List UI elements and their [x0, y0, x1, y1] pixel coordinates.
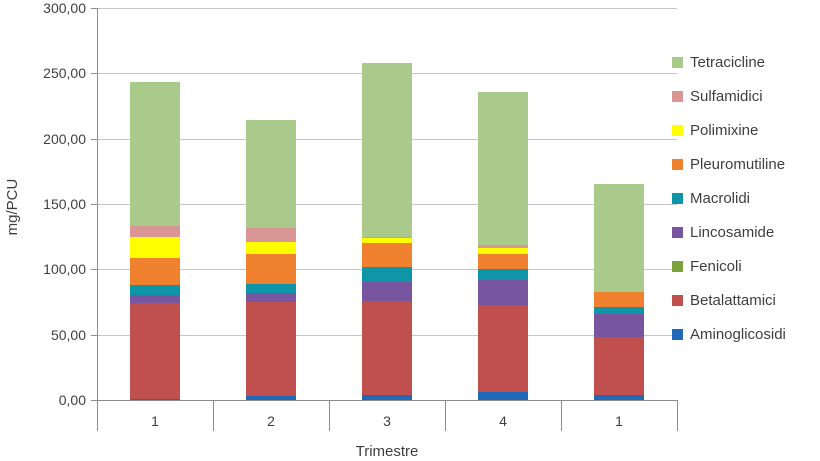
x-axis-title: Trimestre [355, 443, 419, 460]
x-tick-separator [561, 400, 562, 431]
legend-swatch-icon [672, 124, 683, 136]
x-category-label: 4 [499, 413, 507, 429]
bar-seg-cat2-polimixine [246, 241, 296, 254]
bar-seg-cat3-lincosamide [362, 282, 412, 301]
legend-item-pleuromutiline: Pleuromutiline [672, 147, 820, 181]
bar-seg-cat4-sulfamidici [478, 244, 528, 249]
legend-item-lincosamide: Lincosamide [672, 215, 820, 249]
legend-swatch-icon [672, 56, 683, 68]
bar-seg-cat4-tetracicline [478, 91, 528, 245]
bar-seg-cat4-macrolidi [478, 269, 528, 280]
legend-item-macrolidi: Macrolidi [672, 181, 820, 215]
bar-seg-cat5-tetracicline [594, 184, 644, 292]
y-axis-line [97, 8, 98, 400]
legend: Tetracicline Sulfamidici Polimixine Pleurom… [672, 45, 820, 351]
legend-label: Aminoglicosidi [690, 325, 786, 343]
legend-label: Pleuromutiline [690, 155, 786, 173]
x-tick-separator [329, 400, 330, 431]
y-tick-label: 50,00 [50, 326, 86, 343]
bar-seg-cat3-betalattamici [362, 300, 412, 395]
bar-seg-cat2-lincosamide [246, 292, 296, 302]
legend-swatch-icon [672, 192, 683, 204]
legend-swatch-icon [672, 226, 683, 238]
bar-seg-cat4-aminoglicosidi [478, 392, 528, 400]
x-category-label: 3 [383, 413, 391, 429]
bar-seg-cat4-pleuromutiline [478, 253, 528, 270]
bar-seg-cat2-macrolidi [246, 283, 296, 293]
bar-seg-cat3-aminoglicosidi [362, 394, 412, 400]
gridline [97, 8, 677, 9]
bar-seg-cat4-polimixine [478, 248, 528, 254]
x-axis-line [97, 400, 678, 401]
legend-swatch-icon [672, 158, 683, 170]
bar-seg-cat2-sulfamidici [246, 227, 296, 242]
legend-item-fenicoli: Fenicoli [672, 249, 820, 283]
legend-swatch-icon [672, 328, 683, 340]
legend-item-tetracicline: Tetracicline [672, 45, 820, 79]
x-tick-separator [97, 400, 98, 431]
y-tick-label: 150,00 [43, 196, 86, 212]
bar-seg-cat2-pleuromutiline [246, 253, 296, 284]
x-category-label: 2 [267, 413, 275, 429]
y-tick-label: 0,00 [58, 392, 86, 408]
bar-seg-cat1-polimixine [130, 236, 180, 258]
y-tick-mark [91, 400, 97, 401]
bar-seg-cat1-sulfamidici [130, 226, 180, 237]
y-tick-label: 200,00 [43, 130, 86, 147]
x-category-label: 1 [151, 413, 159, 429]
bar-seg-cat3-macrolidi [362, 266, 412, 283]
bar-seg-cat1-tetracicline [130, 82, 180, 227]
legend-label: Polimixine [690, 121, 759, 139]
y-tick-mark [91, 8, 97, 9]
legend-label: Tetracicline [690, 53, 766, 71]
bar-seg-cat3-tetracicline [362, 62, 412, 237]
legend-item-aminoglicosidi: Aminoglicosidi [672, 317, 820, 351]
bar-seg-cat2-tetracicline [246, 120, 296, 228]
x-tick-separator [445, 400, 446, 431]
legend-item-betalattamici: Betalattamici [672, 283, 820, 317]
y-tick-mark [91, 334, 97, 336]
bar-seg-cat1-aminoglicosidi [130, 398, 180, 400]
y-tick-mark [91, 73, 97, 75]
legend-label: Sulfamidici [690, 87, 763, 105]
bar-seg-cat3-sulfamidici [362, 236, 412, 238]
bar-seg-cat3-polimixine [362, 237, 412, 244]
bar-seg-cat4-betalattamici [478, 304, 528, 393]
bar-seg-cat2-betalattamici [246, 302, 296, 397]
bar-seg-cat5-pleuromutiline [594, 291, 644, 308]
bar-seg-cat3-pleuromutiline [362, 243, 412, 267]
x-category-label: 1 [615, 413, 623, 429]
y-tick-label: 100,00 [43, 261, 86, 278]
y-tick-mark [91, 269, 97, 271]
legend-swatch-icon [672, 294, 683, 306]
legend-label: Fenicoli [690, 257, 742, 275]
bar-seg-cat5-macrolidi [594, 307, 644, 314]
y-tick-label: 300,00 [43, 0, 86, 16]
legend-label: Lincosamide [690, 223, 775, 241]
y-tick-mark [91, 204, 97, 205]
legend-label: Macrolidi [690, 189, 751, 207]
x-tick-separator [213, 400, 214, 431]
bar-seg-cat4-lincosamide [478, 279, 528, 305]
bar-seg-cat1-lincosamide [130, 295, 180, 304]
bar-seg-cat5-aminoglicosidi [594, 394, 644, 400]
bar-seg-cat2-aminoglicosidi [246, 396, 296, 400]
bar-seg-cat1-macrolidi [130, 285, 180, 296]
x-tick-separator [677, 400, 678, 431]
legend-item-polimixine: Polimixine [672, 113, 820, 147]
legend-swatch-icon [672, 260, 683, 272]
y-tick-label: 250,00 [43, 65, 86, 82]
bar-seg-cat5-betalattamici [594, 337, 644, 395]
bar-seg-cat5-lincosamide [594, 313, 644, 338]
y-tick-mark [91, 138, 97, 140]
legend-item-sulfamidici: Sulfamidici [672, 79, 820, 113]
bar-seg-cat1-betalattamici [130, 303, 180, 399]
legend-label: Betalattamici [690, 291, 776, 309]
bar-seg-cat1-pleuromutiline [130, 257, 180, 285]
legend-swatch-icon [672, 90, 683, 102]
